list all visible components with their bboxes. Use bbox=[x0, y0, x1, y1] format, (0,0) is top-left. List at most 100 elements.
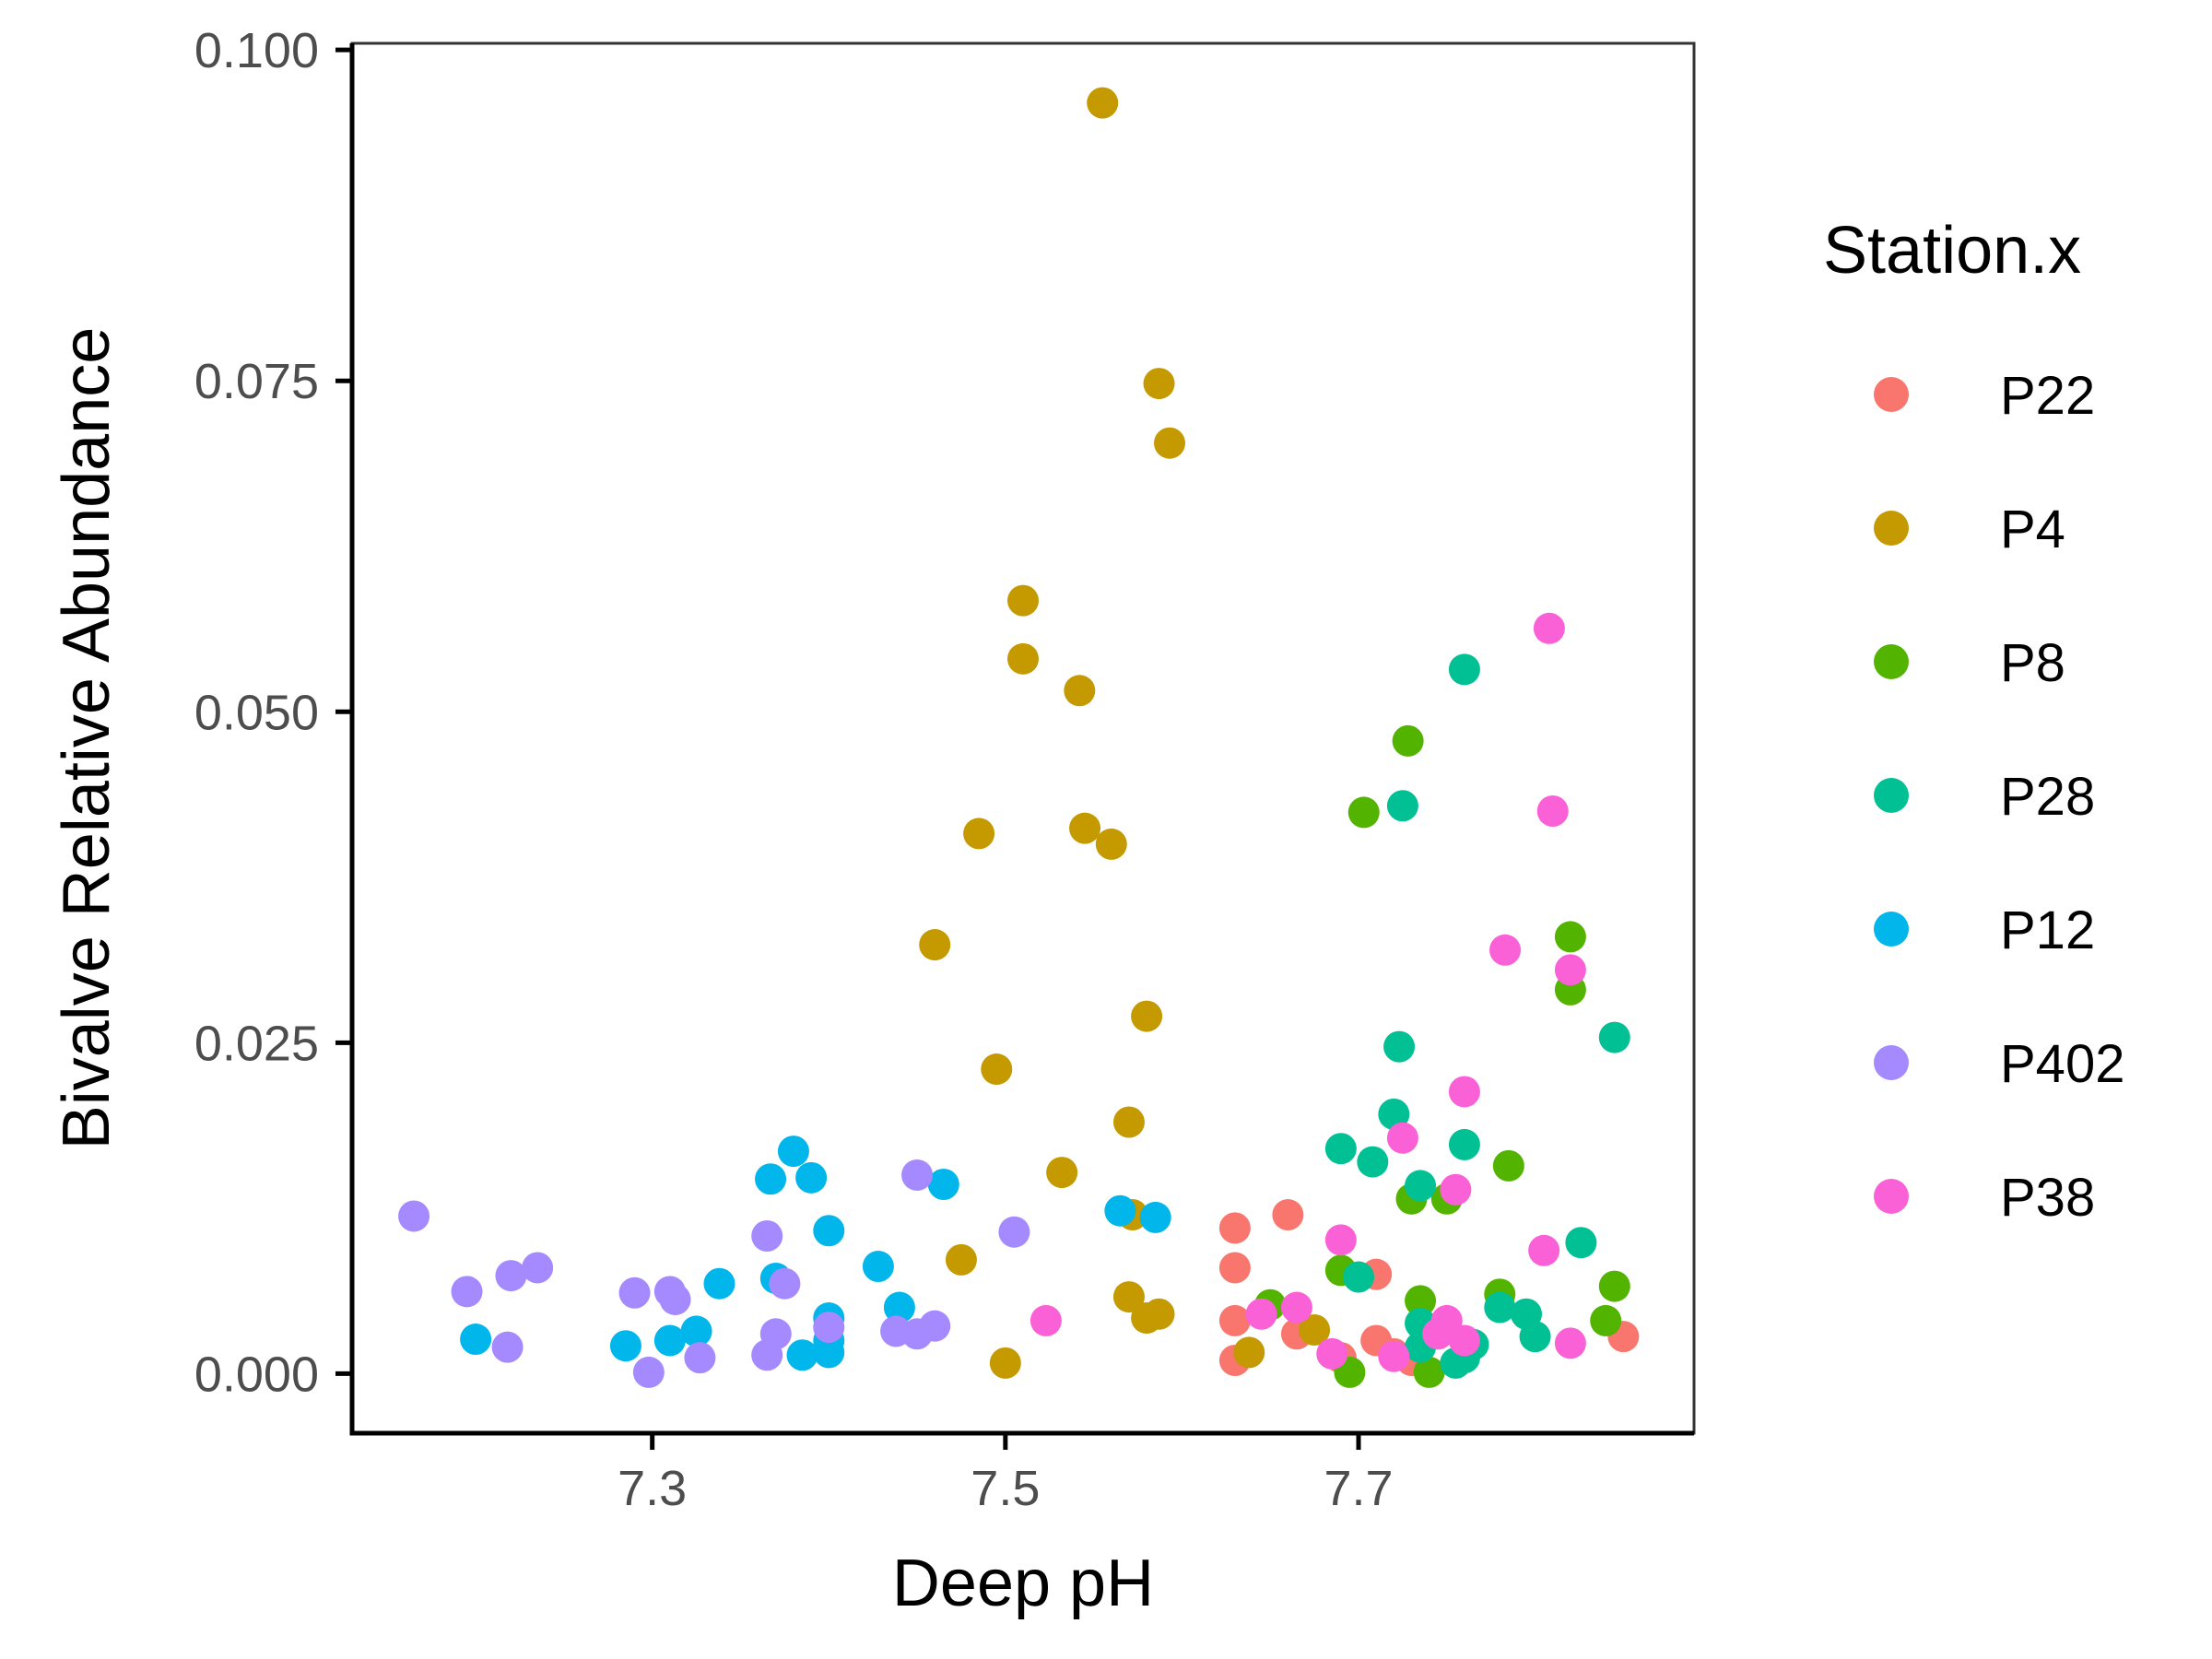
data-point-p4 bbox=[1007, 584, 1039, 617]
data-point-p38 bbox=[1528, 1234, 1560, 1266]
data-point-p12 bbox=[460, 1324, 492, 1356]
data-point-p28 bbox=[1484, 1291, 1516, 1324]
data-point-p402 bbox=[495, 1260, 527, 1292]
data-point-p402 bbox=[451, 1276, 483, 1308]
legend-key-p28 bbox=[1874, 778, 1909, 813]
data-point-p402 bbox=[751, 1220, 783, 1253]
x-axis-title: Deep pH bbox=[892, 1547, 1154, 1620]
data-point-p38 bbox=[1536, 794, 1569, 827]
y-axis-title: Bivalve Relative Abundance bbox=[50, 327, 124, 1150]
data-point-p8 bbox=[1347, 796, 1380, 829]
data-point-p402 bbox=[751, 1339, 783, 1371]
data-point-p4 bbox=[1095, 828, 1127, 860]
data-point-p4 bbox=[1007, 642, 1039, 675]
data-point-p28 bbox=[1343, 1261, 1374, 1293]
data-point-p38 bbox=[1280, 1291, 1312, 1324]
data-point-p4 bbox=[1046, 1157, 1078, 1189]
data-point-p402 bbox=[901, 1159, 934, 1191]
data-point-p4 bbox=[981, 1053, 1013, 1086]
data-point-p28 bbox=[1565, 1227, 1597, 1259]
data-point-p28 bbox=[1519, 1321, 1551, 1353]
legend: P22 P4 P8 P28 P12 P402 P38 bbox=[1874, 366, 2124, 1228]
x-tick-label: 7.3 bbox=[618, 1461, 687, 1516]
y-tick-label: 0.025 bbox=[194, 1016, 319, 1071]
data-point-p12 bbox=[609, 1330, 641, 1362]
data-point-p402 bbox=[684, 1342, 716, 1374]
data-point-p4 bbox=[1143, 368, 1175, 400]
data-point-p12 bbox=[883, 1291, 915, 1324]
data-point-p8 bbox=[1590, 1304, 1622, 1336]
legend-label-p12: P12 bbox=[2000, 900, 2095, 960]
data-point-p12 bbox=[862, 1251, 894, 1283]
data-points bbox=[398, 87, 1640, 1388]
legend-title: Station.x bbox=[1823, 214, 2081, 288]
data-point-p4 bbox=[1131, 1302, 1163, 1335]
data-point-p402 bbox=[998, 1216, 1030, 1248]
data-point-p4 bbox=[1069, 812, 1101, 844]
data-point-p28 bbox=[1448, 1128, 1480, 1160]
legend-key-p12 bbox=[1874, 912, 1909, 947]
data-point-p38 bbox=[1448, 1076, 1480, 1108]
data-point-p38 bbox=[1422, 1318, 1454, 1350]
data-point-p12 bbox=[795, 1161, 828, 1194]
data-point-p4 bbox=[919, 929, 951, 961]
data-point-p4 bbox=[1154, 427, 1186, 459]
data-point-p4 bbox=[1112, 1106, 1145, 1138]
data-point-p28 bbox=[1383, 1030, 1416, 1063]
legend-label-p28: P28 bbox=[2000, 767, 2095, 827]
data-point-p38 bbox=[1440, 1173, 1472, 1206]
legend-key-p4 bbox=[1874, 511, 1909, 546]
x-axis-ticks: 7.3 7.5 7.7 bbox=[618, 1433, 1394, 1516]
data-point-p402 bbox=[491, 1331, 524, 1363]
data-point-p38 bbox=[1245, 1298, 1277, 1330]
data-point-p28 bbox=[1357, 1146, 1389, 1178]
data-point-p402 bbox=[813, 1312, 845, 1344]
data-point-p4 bbox=[989, 1347, 1021, 1379]
data-point-p12 bbox=[1104, 1194, 1136, 1227]
legend-label-p22: P22 bbox=[2000, 366, 2095, 426]
legend-label-p8: P8 bbox=[2000, 633, 2065, 693]
data-point-p8 bbox=[1598, 1270, 1630, 1302]
legend-label-p4: P4 bbox=[2000, 500, 2065, 559]
data-point-p28 bbox=[1598, 1021, 1630, 1053]
data-point-p38 bbox=[1533, 612, 1565, 644]
data-point-p12 bbox=[786, 1339, 818, 1371]
data-point-p38 bbox=[1489, 934, 1522, 966]
data-point-p4 bbox=[963, 818, 995, 850]
legend-key-p402 bbox=[1874, 1045, 1909, 1080]
data-point-p12 bbox=[680, 1315, 712, 1347]
data-point-p38 bbox=[1316, 1337, 1348, 1370]
data-point-p402 bbox=[659, 1283, 691, 1315]
data-point-p8 bbox=[1392, 724, 1424, 757]
data-point-p4 bbox=[1112, 1281, 1145, 1313]
data-point-p402 bbox=[632, 1356, 665, 1388]
data-point-p8 bbox=[1405, 1285, 1437, 1317]
data-point-p4 bbox=[1233, 1336, 1265, 1369]
y-tick-label: 0.100 bbox=[194, 23, 319, 78]
legend-key-p38 bbox=[1874, 1179, 1909, 1214]
legend-key-p8 bbox=[1874, 644, 1909, 679]
data-point-p402 bbox=[618, 1277, 651, 1309]
data-point-p28 bbox=[1405, 1170, 1437, 1202]
legend-label-p38: P38 bbox=[2000, 1168, 2095, 1228]
data-point-p12 bbox=[653, 1324, 686, 1357]
x-tick-label: 7.7 bbox=[1324, 1461, 1393, 1516]
y-tick-label: 0.075 bbox=[194, 354, 319, 409]
data-point-p22 bbox=[1218, 1304, 1251, 1336]
data-point-p12 bbox=[703, 1267, 735, 1300]
data-point-p402 bbox=[522, 1252, 554, 1284]
data-point-p12 bbox=[927, 1168, 959, 1200]
data-point-p38 bbox=[1378, 1340, 1410, 1372]
data-point-p4 bbox=[1064, 675, 1096, 707]
y-tick-label: 0.050 bbox=[194, 685, 319, 740]
data-point-p12 bbox=[777, 1135, 809, 1168]
data-point-p22 bbox=[1218, 1252, 1251, 1284]
x-tick-label: 7.5 bbox=[971, 1461, 1040, 1516]
data-point-p4 bbox=[945, 1243, 977, 1276]
data-point-p28 bbox=[1448, 653, 1480, 686]
data-point-p22 bbox=[1272, 1199, 1304, 1231]
data-point-p402 bbox=[769, 1267, 801, 1300]
data-point-p12 bbox=[813, 1215, 845, 1247]
data-point-p4 bbox=[1299, 1313, 1331, 1346]
data-point-p4 bbox=[1131, 1000, 1163, 1032]
